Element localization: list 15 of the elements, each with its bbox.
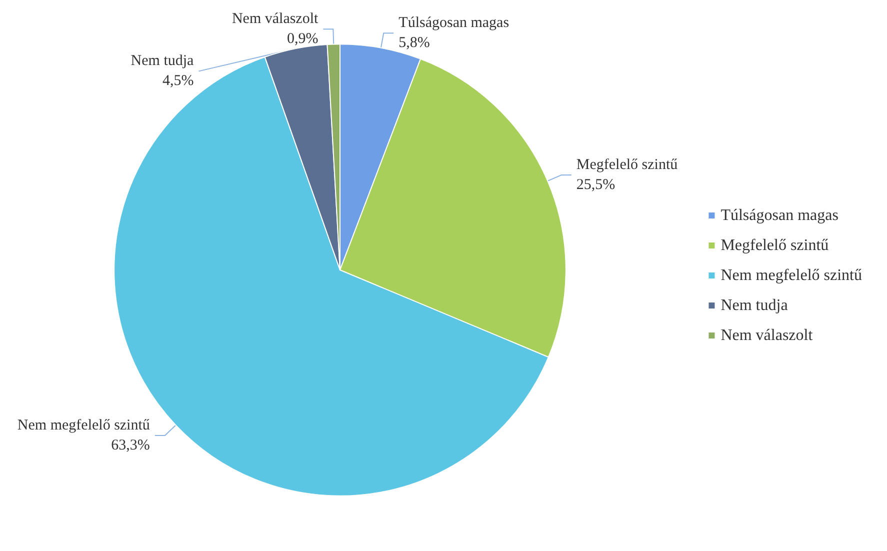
data-label: 25,5% (576, 177, 616, 194)
slice-label: Nem megfelelő szintű (17, 417, 150, 434)
legend-label: Nem tudja (720, 297, 788, 314)
slice-label: Nem válaszolt (232, 11, 320, 28)
slice-label: Megfelelő szintű (576, 157, 678, 174)
legend-label: Nem válaszolt (720, 327, 814, 344)
legend-label: Megfelelő szintű (720, 237, 829, 254)
legend-label: Nem megfelelő szintű (720, 267, 862, 284)
data-label: 5,8% (398, 35, 430, 52)
data-label: 63,3% (111, 437, 150, 454)
slice-label: Nem tudja (130, 53, 194, 70)
data-label: 4,5% (162, 73, 194, 90)
slice-label: Túlságosan magas (398, 15, 510, 32)
data-label: 0,9% (286, 31, 318, 48)
legend-label: Túlságosan magas (720, 207, 838, 224)
